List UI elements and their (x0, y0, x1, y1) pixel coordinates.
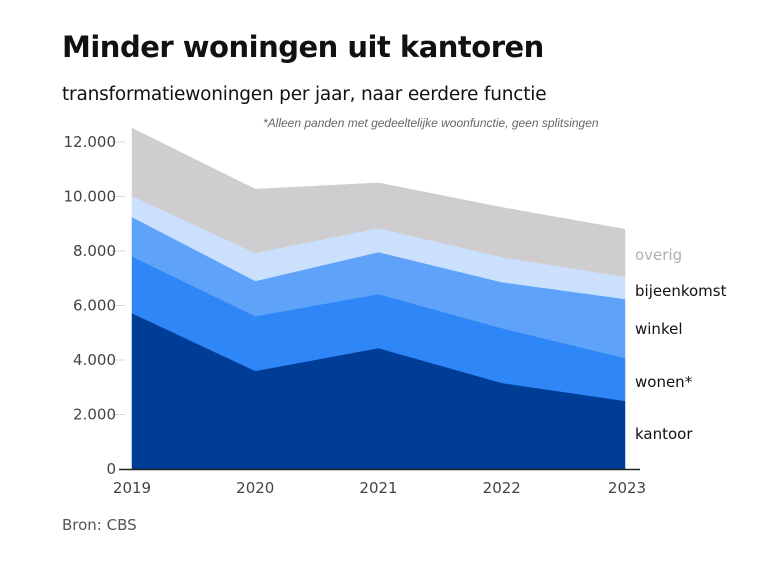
x-tick-label: 2019 (113, 479, 151, 497)
x-tick-label: 2021 (359, 479, 397, 497)
source-label: Bron: CBS (62, 516, 137, 534)
y-tick-label: 4.000 (73, 351, 116, 369)
x-tick-label: 2023 (608, 479, 646, 497)
x-tick-label: 2020 (236, 479, 274, 497)
legend-label-bijeenkomst: bijeenkomst (635, 282, 727, 300)
legend: kantoor wonen* winkel bijeenkomst overig (635, 246, 727, 443)
y-tick-label: 12.000 (64, 133, 117, 151)
y-tick-label: 8.000 (73, 242, 116, 260)
y-tick-label: 6.000 (73, 297, 116, 315)
legend-label-overig: overig (635, 246, 682, 264)
area-layers (131, 127, 626, 470)
y-tick-label: 2.000 (73, 406, 116, 424)
chart-footnote: *Alleen panden met gedeeltelijke woonfun… (263, 116, 599, 130)
legend-label-winkel: winkel (635, 320, 683, 338)
area-overig (131, 127, 626, 278)
y-tick-label: 0 (106, 460, 116, 478)
chart-subtitle: transformatiewoningen per jaar, naar eer… (62, 84, 547, 105)
x-tick-label: 2022 (483, 479, 521, 497)
chart-title: Minder woningen uit kantoren (62, 30, 544, 64)
y-tick-label: 10.000 (64, 188, 117, 206)
legend-label-wonen: wonen* (635, 373, 693, 391)
y-axis: 0 2.000 4.000 6.000 8.000 10.000 12.000 (64, 133, 125, 478)
x-axis: 2019 2020 2021 2022 2023 (113, 468, 646, 497)
legend-label-kantoor: kantoor (635, 425, 693, 443)
